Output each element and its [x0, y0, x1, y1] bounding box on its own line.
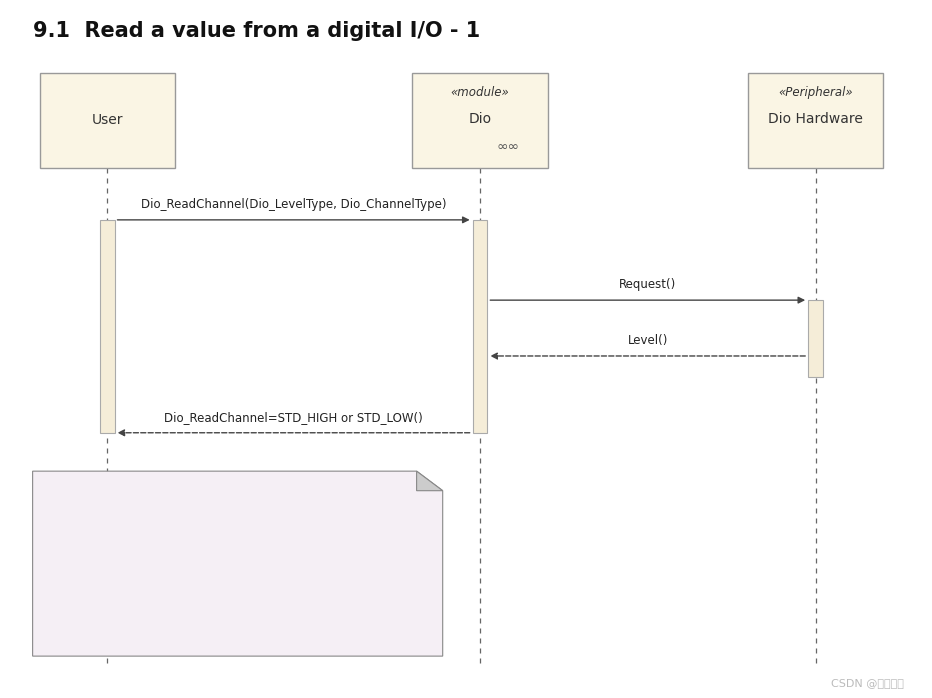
Text: 9.1  Read a value from a digital I/O - 1: 9.1 Read a value from a digital I/O - 1	[33, 21, 480, 41]
FancyBboxPatch shape	[808, 300, 823, 377]
Text: «Peripheral»: «Peripheral»	[778, 86, 853, 98]
Text: CSDN @艾格北峰: CSDN @艾格北峰	[831, 678, 904, 688]
Text: Request(): Request()	[619, 278, 677, 291]
Text: «module»: «module»	[450, 86, 510, 98]
FancyBboxPatch shape	[412, 73, 548, 168]
Text: ∞∞: ∞∞	[497, 140, 519, 154]
Text: - Development Error / No Error: - Development Error / No Error	[44, 625, 225, 638]
FancyBboxPatch shape	[747, 73, 884, 168]
FancyBboxPatch shape	[100, 220, 115, 433]
FancyBboxPatch shape	[40, 73, 175, 168]
Text: Dio: Dio	[469, 112, 491, 126]
FancyBboxPatch shape	[473, 220, 487, 433]
Text: - Normal Operation Mode / No Error: - Normal Operation Mode / No Error	[44, 579, 254, 592]
Text: User: User	[91, 113, 123, 128]
Text: Status: proposed (as per SWS Dio 2.0.3): Status: proposed (as per SWS Dio 2.0.3)	[44, 487, 281, 500]
Text: Diagram valid for:: Diagram valid for:	[44, 556, 151, 569]
Polygon shape	[33, 471, 443, 656]
Text: Level(): Level()	[627, 334, 668, 347]
Text: Dio_ReadChannel(Dio_LevelType, Dio_ChannelType): Dio_ReadChannel(Dio_LevelType, Dio_Chann…	[141, 198, 446, 211]
Text: Dio Hardware: Dio Hardware	[768, 112, 863, 126]
Text: Dio_ReadChannel=STD_HIGH or STD_LOW(): Dio_ReadChannel=STD_HIGH or STD_LOW()	[164, 410, 423, 424]
Polygon shape	[417, 471, 443, 491]
Text: Description:: Description:	[44, 533, 116, 546]
Text: - Normal Operation Mode / Error Occured: - Normal Operation Mode / Error Occured	[44, 602, 286, 615]
